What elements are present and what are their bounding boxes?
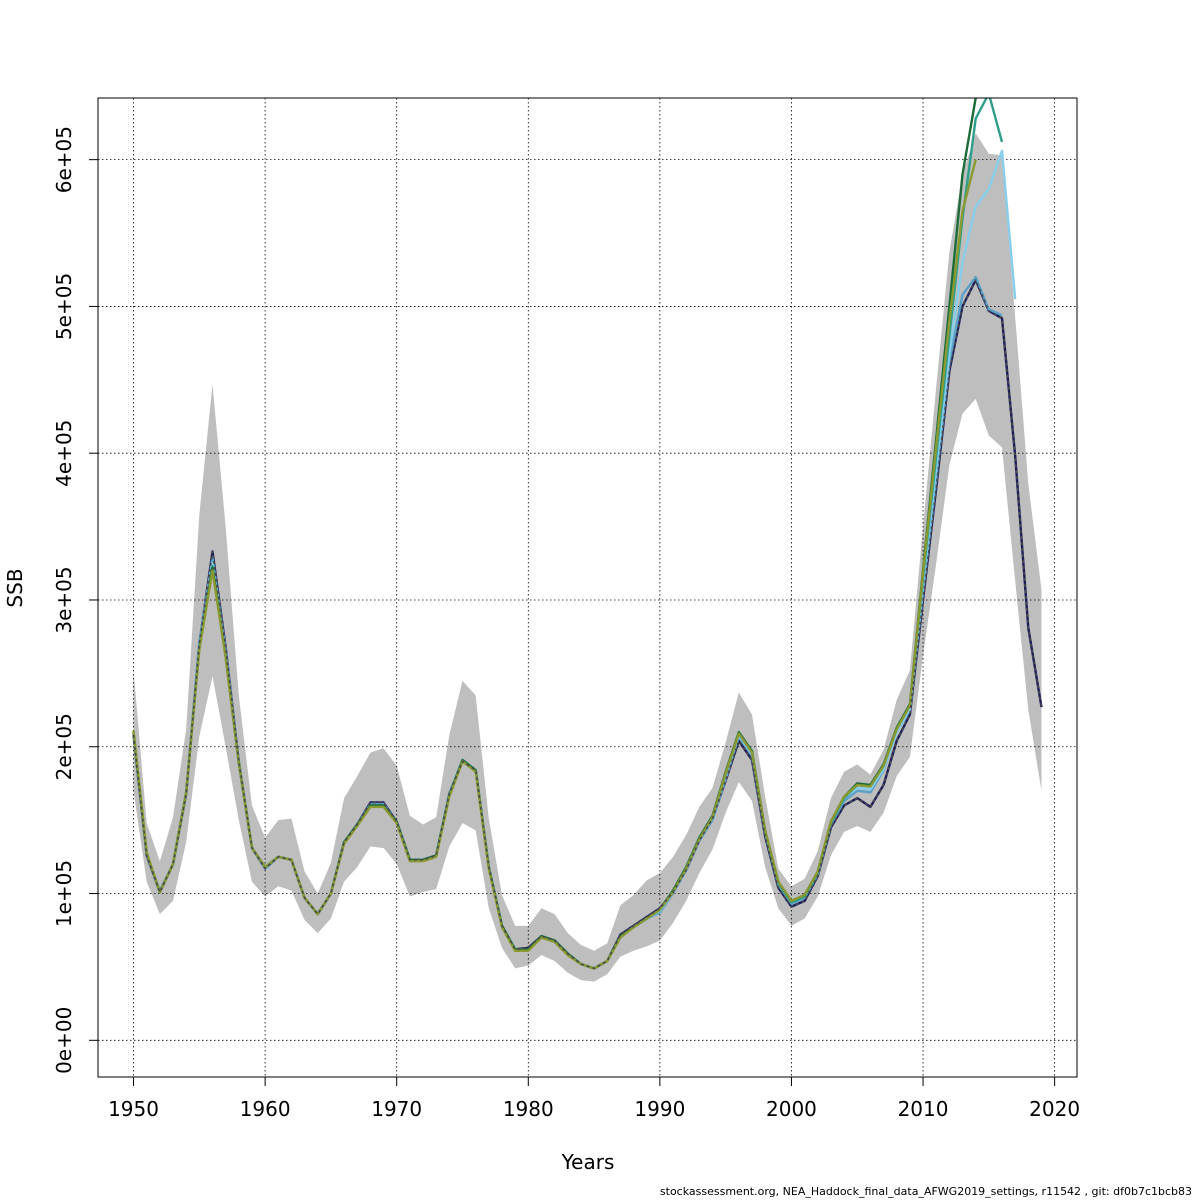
y-tick-label: 0e+00: [52, 1007, 76, 1074]
x-tick-label: 2000: [766, 1097, 817, 1121]
confidence-band-area: [133, 133, 1042, 982]
confidence-band: [133, 133, 1042, 982]
x-axis: 1950 1960 1970 1980 1990 2000 2010 2020: [108, 1077, 1080, 1121]
plot-frame: [97, 97, 1078, 1078]
y-axis-title: SSB: [3, 568, 27, 607]
y-tick-label: 2e+05: [52, 713, 76, 780]
footer-credit: stockassessment.org, NEA_Haddock_final_d…: [659, 1185, 1192, 1198]
y-tick-label: 4e+05: [52, 420, 76, 487]
y-tick-label: 6e+05: [52, 126, 76, 193]
x-tick-label: 1970: [371, 1097, 422, 1121]
y-tick-label: 3e+05: [52, 566, 76, 633]
x-tick-label: 1980: [503, 1097, 554, 1121]
y-tick-label: 5e+05: [52, 273, 76, 340]
x-tick-label: 2010: [898, 1097, 949, 1121]
x-axis-title: Years: [561, 1150, 615, 1174]
x-tick-label: 1990: [634, 1097, 685, 1121]
x-tick-label: 2020: [1029, 1097, 1080, 1121]
y-tick-label: 1e+05: [52, 860, 76, 927]
x-tick-label: 1960: [240, 1097, 291, 1121]
y-axis: 0e+00 1e+05 2e+05 3e+05 4e+05 5e+05 6e+05: [52, 126, 98, 1074]
series-lines: [132, 98, 1043, 970]
x-tick-label: 1950: [108, 1097, 159, 1121]
series-line-7: [132, 279, 1043, 970]
